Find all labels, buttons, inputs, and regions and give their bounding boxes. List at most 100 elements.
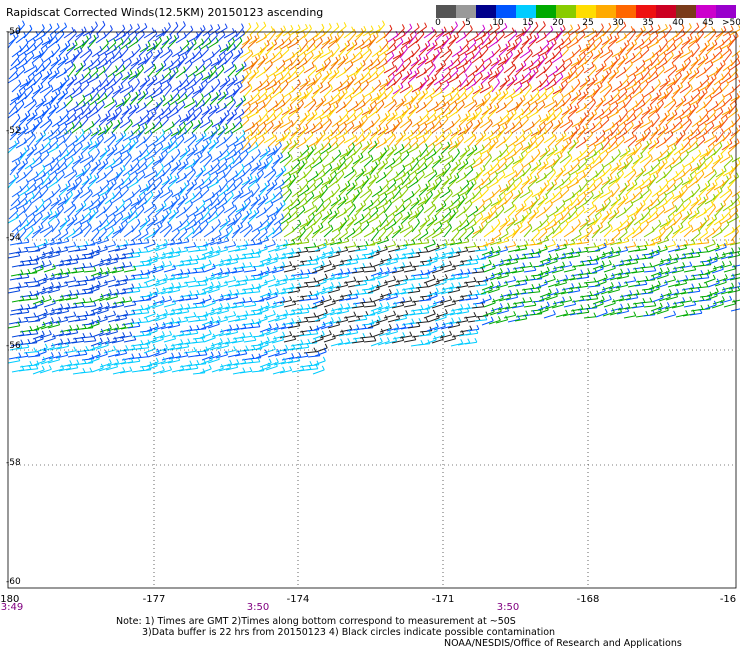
wind-barb-flag: [730, 59, 734, 64]
wind-barb-flag: [480, 38, 484, 43]
wind-barb: [474, 34, 486, 42]
wind-barb-flag: [469, 25, 473, 30]
wind-barb: [506, 78, 518, 87]
wind-barb-flag: [698, 194, 702, 200]
wind-barb-flag: [163, 60, 167, 66]
wind-barb-flag: [328, 47, 331, 53]
wind-barb: [163, 87, 172, 98]
wind-barb: [647, 109, 658, 119]
wind-barb-flag: [303, 192, 307, 197]
wind-barb: [687, 74, 697, 84]
wind-barb-flag: [103, 127, 107, 132]
wind-barb-flag: [419, 115, 423, 121]
wind-barb-flag: [91, 25, 94, 31]
wind-barb: [431, 159, 442, 169]
wind-barb-flag: [19, 45, 23, 50]
wind-barb-flag: [64, 43, 68, 48]
wind-barb-flag: [182, 195, 186, 201]
wind-barb: [683, 160, 695, 168]
wind-barb: [80, 77, 92, 85]
wind-barb-flag: [615, 22, 619, 27]
wind-barb-flag: [220, 116, 223, 122]
wind-barb-flag: [58, 195, 62, 200]
wind-barb-flag: [710, 60, 714, 66]
wind-barb: [593, 78, 605, 86]
wind-barb: [232, 85, 243, 95]
wind-barb: [35, 134, 46, 143]
wind-barb-flag: [427, 40, 431, 46]
wind-barb-flag: [201, 83, 204, 89]
wind-barb-flag: [513, 149, 517, 154]
wind-barb-flag: [60, 81, 63, 87]
wind-barb-flag: [40, 132, 44, 138]
wind-barb: [714, 32, 724, 42]
wind-barb-flag: [430, 61, 434, 66]
wind-barb: [642, 169, 654, 177]
wind-barb-flag: [681, 143, 685, 148]
wind-barb-flag: [455, 161, 459, 167]
wind-barb-flag: [346, 215, 350, 220]
wind-barb: [259, 112, 268, 123]
wind-barb-flag: [194, 179, 198, 184]
wind-barb: [64, 194, 73, 205]
wind-barb-flag: [736, 138, 740, 143]
wind-barb: [658, 154, 670, 162]
wind-barb-flag: [216, 192, 219, 197]
wind-barb: [567, 75, 578, 84]
wind-barb-flag: [266, 114, 270, 119]
wind-barb-flag: [67, 40, 71, 46]
wind-barb: [607, 39, 618, 49]
wind-barb: [407, 146, 419, 154]
wind-barb: [411, 119, 423, 128]
wind-barb: [601, 212, 612, 221]
wind-barb: [512, 157, 524, 165]
wind-barb: [225, 187, 237, 196]
wind-barb: [623, 29, 634, 39]
wind-barb-flag: [134, 205, 137, 210]
wind-barb-flag: [560, 167, 564, 173]
wind-barb-flag: [208, 212, 212, 217]
wind-barb-flag: [568, 178, 572, 183]
wind-barb-flag: [370, 25, 374, 30]
wind-barb-flag: [321, 188, 324, 194]
wind-barb: [400, 109, 409, 120]
wind-barb-flag: [558, 45, 562, 51]
wind-barb-flag: [401, 48, 404, 54]
wind-barb-flag: [138, 184, 142, 190]
wind-barb: [217, 93, 229, 101]
wind-barb-flag: [542, 100, 546, 106]
wind-barb-flag: [454, 100, 458, 106]
wind-barb: [314, 136, 323, 147]
wind-barb: [303, 100, 314, 109]
wind-barb: [722, 169, 734, 177]
wind-barb-flag: [688, 197, 692, 203]
wind-barb: [232, 154, 241, 165]
wind-barb-flag: [359, 187, 363, 192]
wind-barb: [18, 117, 28, 127]
wind-barb-flag: [143, 102, 147, 107]
wind-barb-flag: [633, 113, 637, 119]
wind-barb: [402, 99, 414, 107]
wind-barb: [186, 183, 197, 192]
wind-barb-flag: [305, 123, 309, 129]
wind-barb: [144, 92, 156, 100]
wind-barb-flag: [22, 20, 25, 25]
wind-barb: [175, 176, 187, 184]
wind-barb-flag: [502, 125, 505, 130]
wind-barb-flag: [642, 59, 646, 65]
wind-barb-flag: [471, 97, 475, 102]
wind-barb-flag: [209, 199, 213, 204]
wind-barb-flag: [653, 140, 657, 145]
wind-barb: [490, 199, 502, 207]
wind-barb-flag: [401, 143, 405, 149]
wind-barb-flag: [327, 136, 331, 142]
wind-barb: [394, 136, 404, 147]
wind-barb: [546, 111, 555, 122]
wind-barb-flag: [352, 132, 355, 138]
wind-barb-flag: [199, 51, 203, 57]
wind-barb-flag: [326, 70, 330, 76]
wind-barb-flag: [216, 58, 220, 63]
wind-barb: [26, 148, 37, 157]
wind-barb-flag: [79, 121, 83, 126]
wind-barb-flag: [163, 201, 167, 206]
